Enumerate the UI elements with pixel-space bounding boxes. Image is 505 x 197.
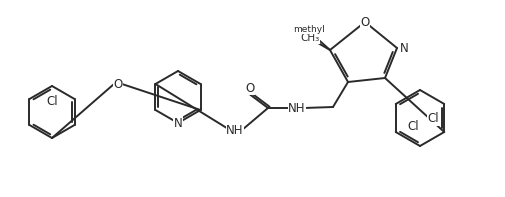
Text: methyl: methyl: [293, 24, 325, 33]
Text: O: O: [114, 77, 123, 90]
Text: O: O: [245, 82, 255, 95]
Text: NH: NH: [288, 101, 306, 114]
Text: Cl: Cl: [428, 112, 439, 125]
Text: NH: NH: [226, 124, 244, 137]
Text: N: N: [174, 116, 182, 129]
Text: CH₃: CH₃: [300, 33, 320, 43]
Text: N: N: [400, 42, 409, 55]
Text: Cl: Cl: [46, 95, 58, 108]
Text: O: O: [361, 16, 370, 29]
Text: Cl: Cl: [408, 121, 419, 134]
